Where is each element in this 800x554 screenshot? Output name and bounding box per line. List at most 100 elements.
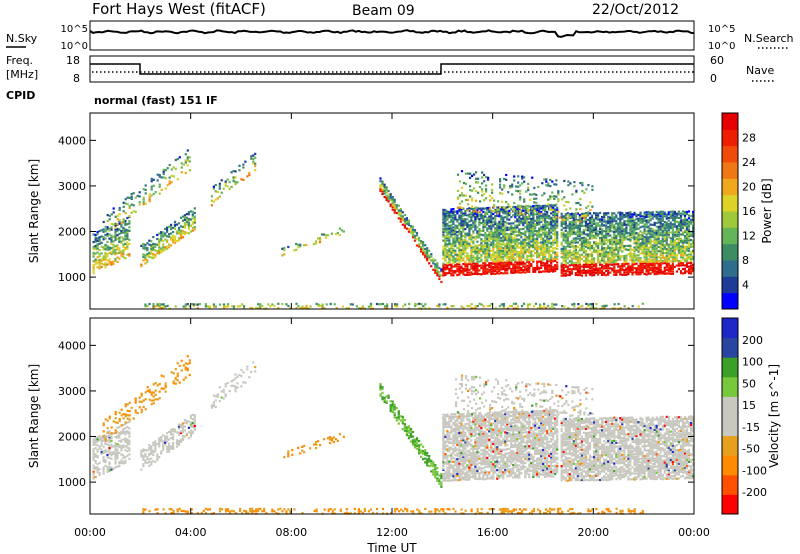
echo-cell [550,266,553,269]
echo-cell [635,244,638,247]
echo-cell [508,214,511,217]
echo-cell [595,263,598,266]
echo-cell [645,246,648,249]
echo-cell [490,237,493,240]
echo-cell [166,435,169,438]
echo-cell [588,218,592,221]
echo-cell [444,255,447,258]
echo-cell [601,232,604,235]
echo-cell [645,236,648,239]
echo-cell [611,238,614,241]
echo-cell [564,246,567,249]
echo-cell [108,218,111,221]
echo-cell [498,247,501,251]
echo-cell [675,248,678,251]
echo-cell [685,265,689,268]
echo-cell [190,302,193,306]
echo-cell [478,229,481,233]
echo-cell [172,230,175,234]
echo-cell [659,231,662,234]
echo-cell [623,220,626,223]
echo-cell [520,213,523,216]
echo-cell [595,214,598,217]
echo-cell [158,302,161,306]
echo-cell [470,207,473,211]
echo-cell [544,231,547,234]
echo-cell [578,253,581,256]
echo-cell [518,265,521,268]
echo-cell [185,231,188,234]
echo-cell [588,255,592,258]
echo-cell [667,223,670,226]
echo-cell [637,268,640,271]
echo-cell [212,187,215,190]
echo-cell [432,258,435,261]
echo-cell [116,237,119,240]
echo-cell [162,246,165,249]
echo-cell [566,265,569,268]
echo-cell [138,201,141,204]
echo-cell [474,264,477,268]
echo-cell [597,269,600,272]
echo-cell [124,223,127,227]
echo-cell [144,243,147,246]
echo-cell [553,307,556,310]
echo-cell [512,271,515,274]
echo-cell [317,237,320,240]
echo-cell [692,228,695,232]
echo-cell [148,464,151,467]
echo-cell [502,247,505,250]
echo-cell [619,258,622,261]
echo-cell [122,438,125,441]
echo-cell [512,245,515,248]
echo-cell [629,236,632,239]
echo-cell [248,376,251,379]
echo-cell [653,244,656,247]
echo-cell [450,227,453,230]
echo-cell [597,218,600,221]
echo-cell [584,263,588,266]
echo-cell [551,305,554,308]
echo-cell [563,218,566,221]
echo-cell [591,185,594,188]
echo-cell [397,217,400,220]
echo-cell [522,244,525,248]
echo-cell [560,216,563,219]
echo-cell [573,185,576,188]
echo-cell [490,214,493,218]
echo-cell [478,233,481,236]
echo-cell [645,223,648,226]
echo-cell [609,258,612,262]
echo-cell [458,241,461,244]
echo-cell [582,212,585,215]
echo-cell [677,216,680,219]
echo-cell [118,257,121,260]
echo-cell [534,204,537,207]
echo-cell [154,446,157,449]
echo-cell [454,259,457,262]
echo-cell [613,255,616,258]
echo-cell [675,264,678,267]
echo-cell [100,252,103,255]
echo-cell [476,250,479,253]
echo-cell [118,444,121,447]
echo-cell [572,227,575,230]
echo-cell [546,205,549,208]
echo-cell [478,223,481,227]
echo-cell [464,244,467,247]
colorbar-cell [722,211,738,228]
echo-cell [492,243,495,246]
echo-cell [506,272,509,275]
echo-cell [489,194,492,198]
echo-cell [466,218,469,221]
echo-cell [538,207,541,210]
echo-cell [597,212,600,215]
echo-cell [546,213,549,216]
echo-cell [277,307,280,310]
echo-cell [166,235,169,238]
echo-cell [224,184,227,187]
echo-cell [434,263,437,266]
echo-cell [186,164,189,167]
echo-cell [120,236,123,239]
echo-cell [387,394,390,397]
